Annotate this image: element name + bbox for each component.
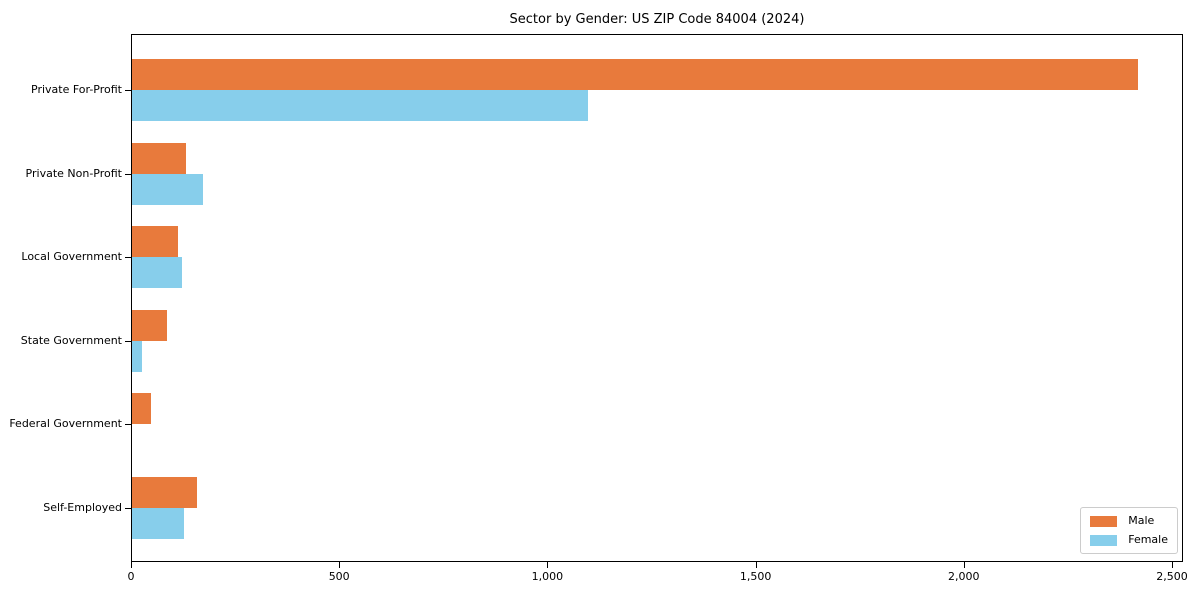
y-tick-self-employed <box>125 507 131 509</box>
chart-title: Sector by Gender: US ZIP Code 84004 (202… <box>509 12 805 27</box>
y-tick-label-federal-government: Federal Government <box>9 417 122 430</box>
y-tick-label-self-employed: Self-Employed <box>43 500 122 514</box>
x-tick-1000 <box>547 562 549 568</box>
bar-male-state-government <box>132 309 167 341</box>
x-tick-500 <box>339 562 341 568</box>
x-tick-label-1500: 1,500 <box>739 570 772 583</box>
bar-male-federal-government <box>132 393 151 424</box>
bar-female-private-for-profit <box>132 90 588 121</box>
legend-swatch-female <box>1090 534 1118 546</box>
bar-female-state-government <box>132 340 142 372</box>
y-tick-label-private-for-profit: Private For-Profit <box>31 83 122 96</box>
legend-item-female: Female <box>1090 534 1168 546</box>
y-tick-private-for-profit <box>125 90 131 91</box>
bar-male-local-government <box>132 226 178 257</box>
bar-female-private-non-profit <box>132 173 203 205</box>
x-tick-2500 <box>1172 562 1173 568</box>
bar-female-self-employed <box>132 507 184 539</box>
y-tick-label-private-non-profit: Private Non-Profit <box>25 166 122 180</box>
bar-male-private-for-profit <box>132 59 1138 90</box>
x-tick-label-2000: 2,000 <box>948 570 980 583</box>
x-tick-label-0: 0 <box>127 570 135 583</box>
legend-item-male: Male <box>1090 515 1168 527</box>
y-tick-private-non-profit <box>125 173 131 175</box>
x-tick-label-1000: 1,000 <box>531 570 564 583</box>
x-tick-1500 <box>755 562 757 568</box>
bar-male-private-non-profit <box>132 142 186 174</box>
x-tick-0 <box>131 562 132 568</box>
legend-swatch-male <box>1090 515 1118 527</box>
y-tick-federal-government <box>125 424 131 425</box>
bar-female-local-government <box>132 257 182 288</box>
x-tick-2000 <box>963 562 965 568</box>
legend-label-male: Male <box>1128 514 1155 527</box>
plot-area: Male Female <box>131 34 1183 562</box>
x-tick-label-2500: 2,500 <box>1156 570 1188 583</box>
bar-male-self-employed <box>132 476 197 508</box>
legend-label-female: Female <box>1128 533 1168 546</box>
y-tick-label-local-government: Local Government <box>21 250 122 263</box>
legend: Male Female <box>1080 507 1178 554</box>
y-tick-state-government <box>125 340 131 342</box>
x-tick-label-500: 500 <box>328 570 350 583</box>
y-tick-label-state-government: State Government <box>20 333 122 347</box>
y-tick-local-government <box>125 257 131 258</box>
